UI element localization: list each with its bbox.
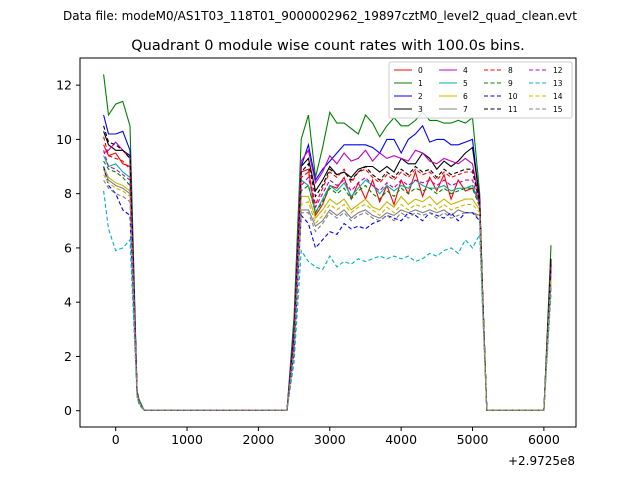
legend-label-4: 4 [463, 66, 468, 75]
series-layer [103, 74, 552, 411]
x-tick-label: 2000 [243, 432, 275, 447]
legend-label-8: 8 [508, 66, 513, 75]
x-tick-label: 0 [112, 432, 120, 447]
legend-label-12: 12 [553, 66, 563, 75]
x-tick-label: 3000 [314, 432, 346, 447]
x-tick-label: 4000 [385, 432, 417, 447]
x-tick-label: 6000 [528, 432, 560, 447]
series-line-10 [103, 166, 552, 411]
legend-label-6: 6 [463, 92, 468, 101]
legend-label-0: 0 [418, 66, 423, 75]
legend-label-11: 11 [508, 105, 518, 114]
legend-label-9: 9 [508, 79, 513, 88]
y-tick-label: 2 [64, 349, 72, 364]
y-tick-label: 10 [56, 132, 72, 147]
y-tick-label: 12 [56, 78, 72, 93]
x-tick-label: 1000 [171, 432, 203, 447]
legend-box [388, 61, 573, 119]
chart-title: Quadrant 0 module wise count rates with … [131, 38, 525, 54]
y-tick-label: 4 [64, 295, 72, 310]
y-tick-label: 0 [64, 403, 72, 418]
y-axis: 0 2 4 6 8 10 12 [56, 78, 80, 418]
series-line-13 [103, 190, 552, 411]
x-offset-label: +2.9725e8 [508, 454, 575, 468]
axes-frame [79, 57, 577, 428]
y-tick-label: 6 [64, 240, 72, 255]
legend-label-7: 7 [463, 105, 468, 114]
legend-label-5: 5 [463, 79, 468, 88]
x-axis: 0 1000 2000 3000 4000 5000 6000 [112, 427, 560, 447]
chart-suptitle: Data file: modeM0/AS1T03_118T01_90000029… [63, 9, 577, 23]
legend-label-13: 13 [553, 79, 563, 88]
y-tick-label: 8 [64, 186, 72, 201]
legend-label-2: 2 [418, 92, 423, 101]
legend-label-15: 15 [553, 105, 563, 114]
legend-label-14: 14 [553, 92, 563, 101]
x-tick-label: 5000 [457, 432, 489, 447]
legend-label-10: 10 [508, 92, 518, 101]
legend-label-3: 3 [418, 105, 423, 114]
legend-label-1: 1 [418, 79, 423, 88]
series-line-11 [103, 125, 552, 411]
series-line-15 [103, 179, 552, 411]
